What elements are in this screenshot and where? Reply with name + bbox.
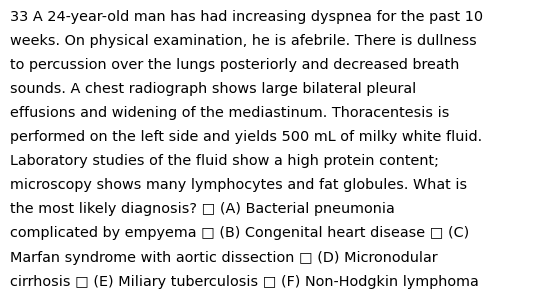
Text: microscopy shows many lymphocytes and fat globules. What is: microscopy shows many lymphocytes and fa… <box>10 178 467 193</box>
Text: sounds. A chest radiograph shows large bilateral pleural: sounds. A chest radiograph shows large b… <box>10 82 416 96</box>
Text: effusions and widening of the mediastinum. Thoracentesis is: effusions and widening of the mediastinu… <box>10 106 449 120</box>
Text: complicated by empyema □ (B) Congenital heart disease □ (C): complicated by empyema □ (B) Congenital … <box>10 226 469 241</box>
Text: 33 A 24-year-old man has had increasing dyspnea for the past 10: 33 A 24-year-old man has had increasing … <box>10 10 483 24</box>
Text: performed on the left side and yields 500 mL of milky white fluid.: performed on the left side and yields 50… <box>10 130 482 144</box>
Text: the most likely diagnosis? □ (A) Bacterial pneumonia: the most likely diagnosis? □ (A) Bacteri… <box>10 202 395 217</box>
Text: to percussion over the lungs posteriorly and decreased breath: to percussion over the lungs posteriorly… <box>10 58 459 72</box>
Text: cirrhosis □ (E) Miliary tuberculosis □ (F) Non-Hodgkin lymphoma: cirrhosis □ (E) Miliary tuberculosis □ (… <box>10 275 479 289</box>
Text: Marfan syndrome with aortic dissection □ (D) Micronodular: Marfan syndrome with aortic dissection □… <box>10 251 437 265</box>
Text: Laboratory studies of the fluid show a high protein content;: Laboratory studies of the fluid show a h… <box>10 154 439 168</box>
Text: weeks. On physical examination, he is afebrile. There is dullness: weeks. On physical examination, he is af… <box>10 34 477 48</box>
